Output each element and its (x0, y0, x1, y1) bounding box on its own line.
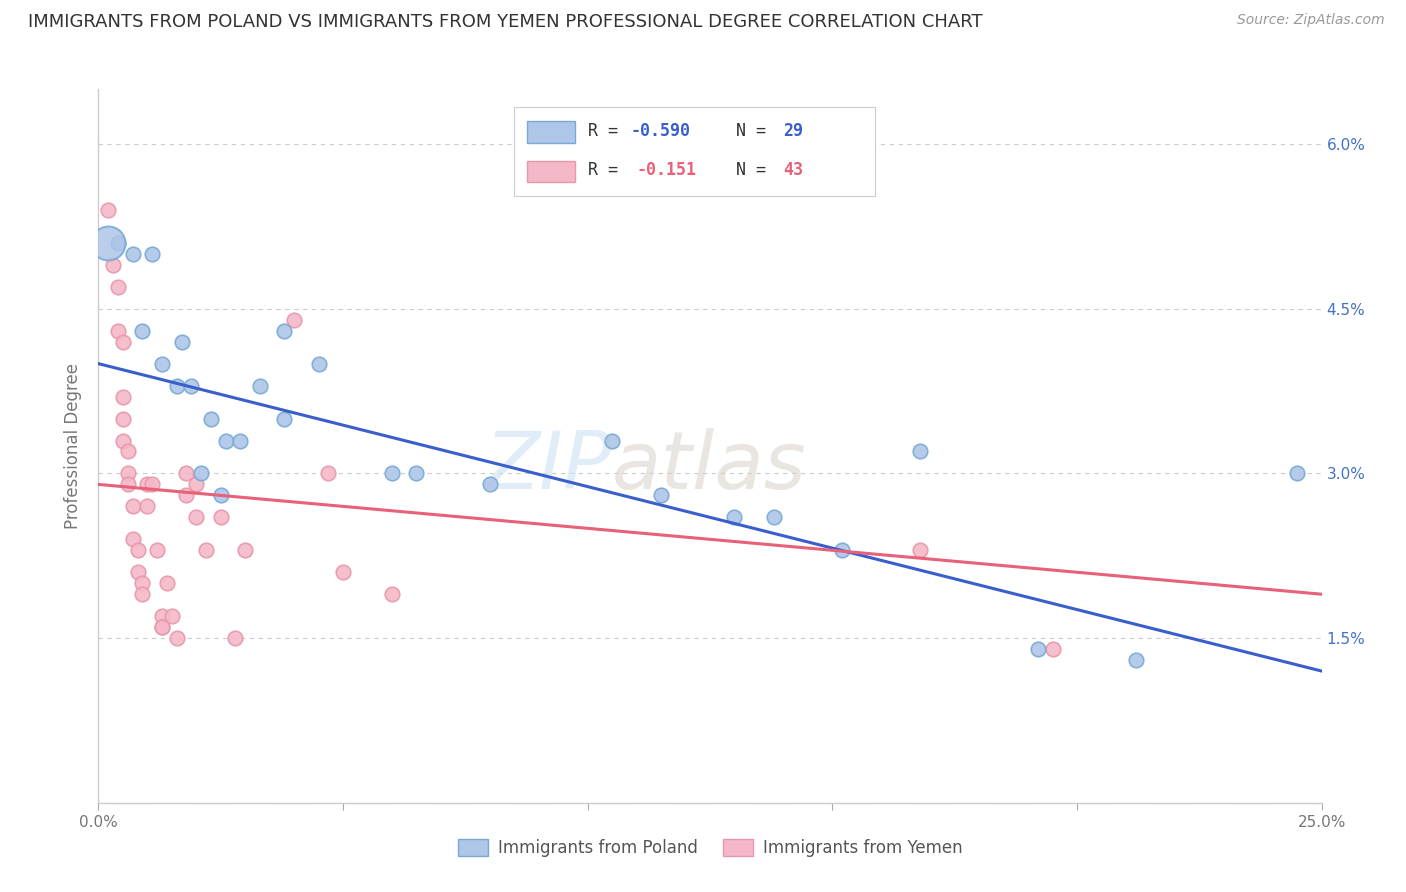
Point (131, 576, 153, 591)
Point (762, 510, 785, 524)
Point (249, 378, 271, 392)
Point (131, 324, 153, 338)
Point (200, 411, 222, 425)
Point (141, 477, 163, 491)
Point (190, 467, 212, 481)
Text: IMMIGRANTS FROM POLAND VS IMMIGRANTS FROM YEMEN PROFESSIONAL DEGREE CORRELATION : IMMIGRANTS FROM POLAND VS IMMIGRANTS FRO… (28, 13, 983, 31)
Point (1286, 467, 1309, 481)
Point (273, 324, 295, 338)
Y-axis label: Professional Degree: Professional Degree (65, 363, 83, 529)
Point (121, 247, 143, 261)
Point (107, 324, 129, 338)
Point (117, 477, 139, 491)
Point (131, 587, 153, 601)
Point (121, 500, 143, 514)
Point (111, 334, 134, 349)
Point (107, 280, 129, 294)
Point (195, 543, 218, 558)
Point (224, 631, 246, 645)
Text: R =: R = (588, 161, 638, 178)
Point (910, 444, 932, 458)
Legend: Immigrants from Poland, Immigrants from Yemen: Immigrants from Poland, Immigrants from … (450, 831, 970, 866)
Text: N =: N = (716, 161, 776, 178)
Point (121, 533, 143, 547)
Point (180, 378, 202, 392)
Text: 29: 29 (783, 121, 803, 139)
Point (308, 357, 330, 371)
Point (1042, 642, 1064, 657)
Point (650, 488, 672, 502)
Point (209, 488, 232, 502)
Point (117, 444, 139, 458)
Point (1026, 642, 1049, 657)
Text: atlas: atlas (612, 428, 807, 507)
Point (117, 467, 139, 481)
Point (229, 434, 252, 448)
Point (186, 510, 208, 524)
Point (381, 467, 404, 481)
Point (283, 312, 305, 326)
FancyBboxPatch shape (526, 121, 575, 143)
Point (146, 543, 169, 558)
Point (600, 434, 623, 448)
Point (910, 543, 932, 558)
Point (111, 434, 134, 448)
Point (1125, 653, 1147, 667)
Point (111, 411, 134, 425)
Point (150, 357, 173, 371)
Point (160, 609, 183, 624)
Point (101, 258, 124, 272)
Point (821, 159, 844, 173)
Point (233, 543, 256, 558)
Point (127, 566, 149, 580)
Point (150, 609, 173, 624)
Point (273, 411, 295, 425)
Point (478, 477, 501, 491)
Point (136, 477, 159, 491)
Point (381, 587, 404, 601)
Point (97, 235, 120, 250)
Text: R =: R = (588, 121, 627, 139)
Point (127, 543, 149, 558)
Text: Source: ZipAtlas.com: Source: ZipAtlas.com (1237, 13, 1385, 28)
Point (170, 334, 193, 349)
Point (209, 510, 232, 524)
FancyBboxPatch shape (526, 161, 575, 182)
Point (97, 202, 120, 217)
Point (186, 477, 208, 491)
Point (150, 620, 173, 634)
Point (150, 620, 173, 634)
Text: N =: N = (716, 121, 776, 139)
Point (318, 467, 340, 481)
Point (723, 510, 745, 524)
Point (176, 467, 198, 481)
Point (111, 390, 134, 404)
Point (141, 247, 163, 261)
Text: 43: 43 (783, 161, 803, 178)
Point (107, 235, 129, 250)
Point (136, 500, 159, 514)
Point (166, 378, 188, 392)
Text: ZIP: ZIP (485, 428, 612, 507)
Point (332, 566, 354, 580)
Point (405, 467, 427, 481)
Text: -0.590: -0.590 (630, 121, 690, 139)
Point (176, 488, 198, 502)
Point (166, 631, 188, 645)
Point (214, 434, 236, 448)
Point (831, 543, 853, 558)
Text: -0.151: -0.151 (637, 161, 696, 178)
FancyBboxPatch shape (515, 107, 875, 196)
Point (156, 576, 179, 591)
